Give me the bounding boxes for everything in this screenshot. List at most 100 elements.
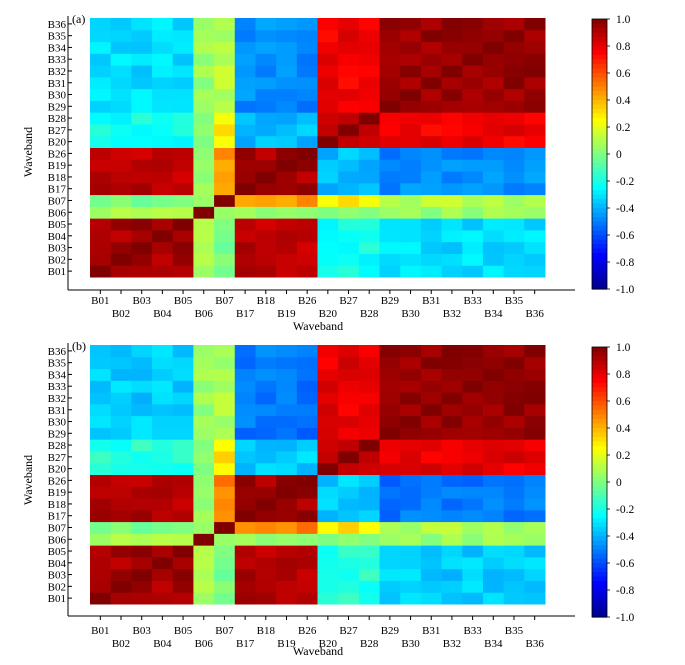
heatmap-cell	[90, 41, 112, 54]
heatmap-cell	[358, 356, 381, 370]
heatmap-cell	[462, 123, 484, 137]
heatmap-cell	[214, 147, 236, 160]
heatmap-cell	[193, 171, 215, 184]
heatmap-cell	[503, 194, 525, 207]
heatmap-cell	[152, 486, 174, 499]
heatmap-cell	[296, 253, 318, 266]
heatmap-cell	[296, 53, 318, 66]
heatmap-cell	[338, 345, 360, 358]
heatmap-cell	[400, 123, 422, 137]
colorbar-segment	[592, 545, 607, 551]
heatmap-cell	[152, 135, 174, 148]
heatmap-cell	[234, 112, 256, 125]
heatmap-cell	[338, 450, 360, 464]
heatmap-cell	[172, 403, 194, 417]
heatmap-cell	[234, 498, 256, 511]
heatmap-cell	[462, 147, 484, 160]
heatmap-cell	[90, 533, 112, 546]
heatmap-cell	[524, 521, 546, 534]
heatmap-cell	[152, 265, 174, 278]
heatmap-cell	[172, 545, 194, 558]
heatmap-cell	[234, 147, 256, 160]
colorbar-tick-label: -0.4	[616, 531, 634, 543]
heatmap-cell	[234, 568, 256, 581]
y-tick-label: B31	[48, 405, 66, 417]
heatmap-cell	[234, 403, 256, 417]
heatmap-cell	[152, 509, 174, 523]
heatmap-cell	[255, 427, 277, 440]
heatmap-cell	[276, 76, 298, 90]
heatmap-cell	[255, 53, 277, 66]
heatmap-cell	[234, 29, 256, 43]
heatmap-cell	[90, 112, 112, 125]
colorbar-segment	[592, 536, 607, 542]
y-tick-label: B04	[48, 231, 67, 243]
colorbar-segment	[592, 275, 607, 281]
heatmap-cell	[503, 556, 525, 570]
heatmap-cell	[317, 194, 339, 207]
heatmap-cell	[441, 194, 463, 207]
heatmap-cell	[193, 403, 215, 417]
colorbar-segment	[592, 572, 607, 578]
heatmap-cell	[317, 229, 339, 243]
heatmap-cell	[338, 218, 360, 231]
heatmap-cell	[420, 76, 443, 90]
heatmap-cell	[400, 533, 422, 546]
colorbar-segment	[592, 608, 607, 614]
heatmap-cell	[524, 368, 546, 381]
heatmap-cell	[420, 592, 443, 605]
heatmap-cell	[420, 171, 443, 184]
colorbar-segment	[592, 244, 607, 250]
heatmap-cell	[110, 545, 132, 558]
heatmap-cell	[482, 241, 505, 254]
heatmap-cell	[152, 568, 174, 581]
heatmap-cell	[255, 229, 277, 243]
heatmap-cell	[441, 521, 463, 534]
heatmap-cell	[193, 509, 215, 523]
heatmap-cell	[420, 241, 443, 254]
heatmap-cell	[379, 462, 401, 475]
heatmap-cell	[152, 403, 174, 417]
y-tick-label: B28	[48, 113, 67, 125]
heatmap-cell	[131, 159, 153, 172]
heatmap-cell	[317, 182, 339, 196]
heatmap-cell	[172, 182, 194, 196]
heatmap-cell	[296, 29, 318, 43]
heatmap-cell	[131, 556, 153, 570]
heatmap-cell	[503, 112, 525, 125]
heatmap-cell	[441, 171, 463, 184]
heatmap-cell	[131, 545, 153, 558]
heatmap-cell	[379, 427, 401, 440]
heatmap-cell	[503, 545, 525, 558]
heatmap-cell	[358, 76, 381, 90]
heatmap-cell	[131, 392, 153, 405]
heatmap-cell	[214, 556, 236, 570]
heatmap-cell	[110, 194, 132, 207]
heatmap-cell	[338, 194, 360, 207]
heatmap-cell	[152, 556, 174, 570]
heatmap-cell	[400, 380, 422, 393]
heatmap-cell	[296, 580, 318, 593]
heatmap-cell	[110, 368, 132, 381]
colorbar-segment	[592, 41, 607, 47]
heatmap-cell	[276, 462, 298, 475]
heatmap-cell	[193, 521, 215, 534]
heatmap-cell	[338, 474, 360, 487]
colorbar-segment	[592, 401, 607, 407]
heatmap-cell	[255, 356, 277, 370]
heatmap-cell	[379, 229, 401, 243]
heatmap-cell	[503, 450, 525, 464]
heatmap-cell	[462, 380, 484, 393]
colorbar-tick-label: 1.0	[616, 342, 631, 354]
heatmap-cell	[400, 568, 422, 581]
heatmap-cell	[441, 392, 463, 405]
heatmap-cell	[482, 218, 505, 231]
heatmap-cell	[152, 345, 174, 358]
heatmap-cell	[503, 100, 525, 113]
heatmap-cell	[524, 147, 546, 160]
heatmap-cell	[255, 147, 277, 160]
heatmap-cell	[441, 509, 463, 523]
heatmap-cell	[172, 112, 194, 125]
heatmap-cell	[214, 545, 236, 558]
heatmap-cell	[193, 53, 215, 66]
